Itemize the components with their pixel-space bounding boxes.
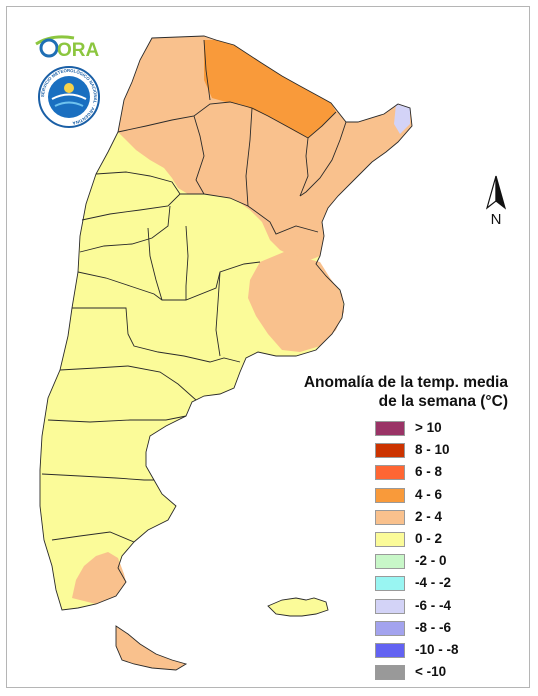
legend-item: > 10 (375, 418, 515, 440)
legend-item: 2 - 4 (375, 507, 515, 529)
legend-item: 6 - 8 (375, 462, 515, 484)
legend-swatch (375, 465, 405, 481)
legend-item: 8 - 10 (375, 440, 515, 462)
legend: > 10 8 - 10 6 - 8 4 - 6 2 - 4 0 - 2 -2 - 0 -4 -… (375, 418, 515, 684)
legend-swatch (375, 665, 405, 681)
islas-malvinas (268, 598, 328, 616)
anomaly-zone-pampa (248, 252, 344, 352)
north-arrow-label: N (491, 211, 502, 228)
legend-label: > 10 (415, 420, 442, 435)
legend-item: < -10 (375, 662, 515, 684)
legend-swatch (375, 421, 405, 436)
legend-label: 4 - 6 (415, 486, 443, 502)
legend-item: 0 - 2 (375, 529, 515, 551)
ora-logo-text: ORA (57, 40, 100, 61)
province-borders (39, 35, 413, 671)
legend-label: < -10 (415, 664, 447, 680)
legend-item: -8 - -6 (375, 618, 515, 640)
legend-swatch (375, 620, 405, 636)
legend-item: -4 - -2 (375, 573, 515, 595)
legend-swatch (375, 598, 405, 614)
legend-title-line2: de la semana (°C) (378, 393, 508, 410)
smn-logo: SERVICIO METEOROLÓGICO NACIONAL · ARGENT… (38, 66, 100, 128)
legend-swatch (375, 509, 405, 525)
legend-label: -10 - -8 (415, 641, 459, 657)
legend-title-line1: Anomalía de la temp. media (303, 374, 508, 391)
map-frame (6, 6, 530, 688)
legend-item: -6 - -4 (375, 596, 515, 618)
north-arrow-left-icon (485, 175, 497, 210)
anomaly-zone-south (72, 552, 126, 604)
anomaly-zone-mesopotamia (276, 224, 320, 256)
north-arrow: N (485, 175, 507, 228)
legend-label: -4 - -2 (415, 575, 452, 591)
legend-label: 2 - 4 (415, 508, 443, 524)
legend-swatch (375, 642, 405, 658)
anomaly-zone-ne-tip (394, 104, 410, 134)
legend-label: -6 - -4 (415, 597, 452, 613)
ora-logo: ORA (35, 35, 100, 61)
north-arrow-right-icon (495, 175, 507, 210)
legend-label: 8 - 10 (415, 442, 450, 458)
legend-item: 4 - 6 (375, 485, 515, 507)
anomaly-zone-far-north (204, 40, 336, 138)
legend-label: -2 - 0 (415, 553, 447, 569)
legend-item: -2 - 0 (375, 551, 515, 573)
legend-swatch (375, 487, 405, 503)
legend-swatch (375, 443, 405, 459)
legend-swatch (375, 554, 405, 570)
legend-item: -10 - -8 (375, 640, 515, 662)
anomaly-zone-north (118, 36, 412, 260)
legend-swatch (375, 531, 405, 547)
legend-label: -8 - -6 (415, 619, 452, 635)
legend-label: 6 - 8 (415, 464, 443, 480)
legend-label: 0 - 2 (415, 530, 443, 546)
legend-swatch (375, 576, 405, 592)
legend-title: Anomalía de la temp. media de la semana … (288, 373, 508, 411)
